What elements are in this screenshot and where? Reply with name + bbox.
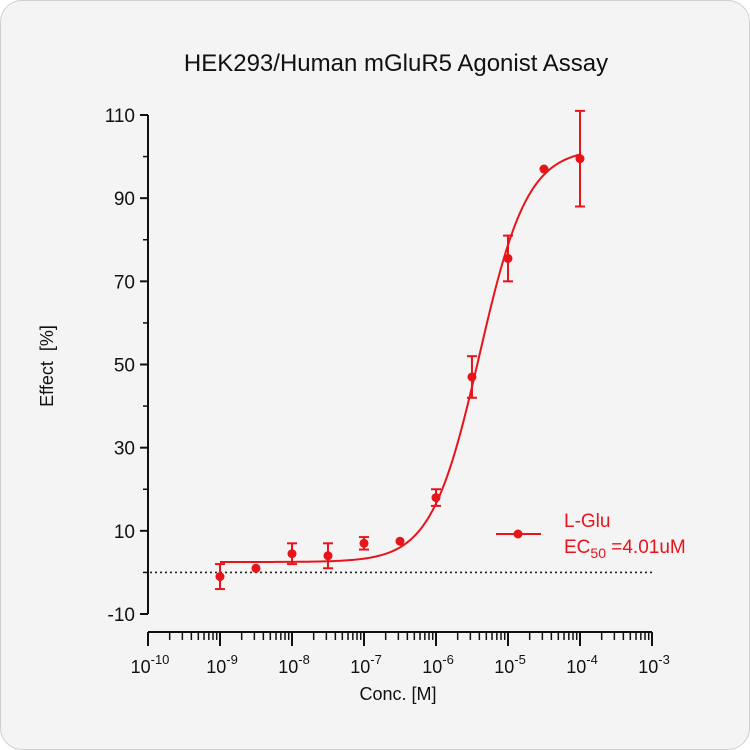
y-tick-label: 30 [114, 439, 135, 460]
data-point [395, 536, 405, 546]
data-point [359, 538, 369, 548]
data-point [251, 563, 261, 573]
x-tick-label: 10-7 [350, 652, 382, 677]
x-axis-label: Conc. [M] [359, 684, 436, 704]
data-point [575, 154, 585, 164]
y-tick-label: 90 [114, 189, 135, 210]
x-tick-base: 10 [206, 657, 226, 677]
x-tick-base: 10 [131, 657, 151, 677]
x-tick-base: 10 [422, 657, 442, 677]
y-tick-label: -10 [108, 605, 135, 626]
x-tick-exponent: -10 [151, 652, 170, 667]
x-tick-label: 10-6 [422, 652, 454, 677]
y-tick-label: 10 [114, 522, 135, 543]
y-tick-label: 50 [114, 356, 135, 377]
data-point [431, 493, 441, 503]
data-points-group [215, 109, 585, 591]
x-tick-label: 10-9 [206, 652, 238, 677]
legend: L-Glu EC50 =4.01uM [496, 511, 686, 561]
x-tick-base: 10 [494, 657, 514, 677]
x-tick-base: 10 [638, 657, 658, 677]
data-point [467, 372, 477, 382]
x-tick-base: 10 [278, 657, 298, 677]
x-tick-base: 10 [566, 657, 586, 677]
data-point [287, 549, 297, 559]
x-tick-exponent: -9 [226, 652, 238, 667]
data-point [323, 551, 333, 561]
x-tick-exponent: -7 [370, 652, 382, 667]
fit-curve [220, 153, 581, 564]
x-tick-label: 10-8 [278, 652, 310, 677]
data-point [503, 253, 513, 263]
x-tick-label: 10-3 [638, 652, 670, 677]
x-tick-label: 10-10 [131, 652, 170, 677]
chart-title: HEK293/Human mGluR5 Agonist Assay [184, 50, 608, 77]
x-tick-exponent: -8 [298, 652, 310, 667]
y-axis-label: Effect [%] [37, 325, 57, 407]
legend-ec50-text: EC50 =4.01uM [564, 537, 686, 561]
ec50-label: EC [564, 537, 590, 558]
x-tick-label: 10-4 [566, 652, 598, 677]
x-tick-exponent: -6 [442, 652, 454, 667]
data-point [539, 164, 549, 174]
x-tick-label: 10-5 [494, 652, 526, 677]
x-tick-base: 10 [350, 657, 370, 677]
ec50-value: =4.01uM [606, 537, 686, 558]
legend-marker [513, 529, 523, 539]
legend-series-name: L-Glu [564, 511, 610, 532]
x-tick-exponent: -4 [586, 652, 598, 667]
y-tick-label: 70 [114, 272, 135, 293]
data-point [215, 572, 225, 582]
x-tick-exponent: -3 [658, 652, 670, 667]
fit-curve-group [220, 153, 581, 564]
y-tick-label: 110 [105, 106, 135, 127]
x-tick-exponent: -5 [514, 652, 526, 667]
ec50-subscript: 50 [590, 545, 606, 561]
